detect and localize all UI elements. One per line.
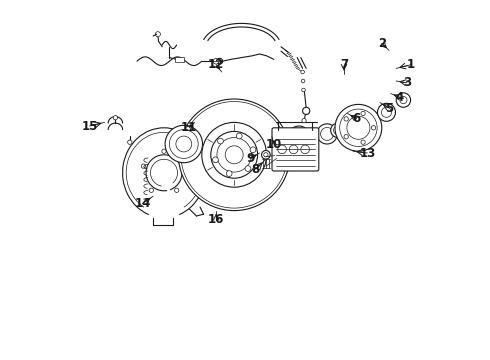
Text: 9: 9 [246,152,254,165]
Circle shape [361,111,365,116]
Circle shape [317,124,337,144]
Circle shape [331,123,345,138]
Circle shape [170,130,198,158]
Text: 2: 2 [378,37,386,50]
Text: 15: 15 [81,120,98,132]
Circle shape [250,147,256,153]
Circle shape [178,99,290,211]
Circle shape [155,32,160,37]
Text: 5: 5 [385,102,393,114]
Text: 3: 3 [403,76,411,89]
Circle shape [211,131,258,178]
Text: 8: 8 [252,163,260,176]
Circle shape [202,122,267,187]
Circle shape [371,126,376,130]
FancyBboxPatch shape [272,128,319,171]
Circle shape [217,58,222,64]
Circle shape [288,126,310,148]
Text: 12: 12 [208,58,224,71]
Circle shape [213,58,219,64]
Circle shape [361,140,365,144]
Circle shape [182,164,187,168]
Circle shape [245,166,251,171]
Circle shape [127,140,132,144]
Circle shape [301,70,304,74]
Circle shape [303,107,310,114]
Circle shape [301,79,305,83]
Circle shape [340,109,377,147]
Circle shape [302,88,305,92]
Circle shape [162,149,166,153]
Circle shape [396,93,411,107]
Circle shape [344,135,348,139]
Circle shape [294,151,312,169]
Text: 14: 14 [134,197,150,210]
Text: 10: 10 [266,138,282,150]
Text: 4: 4 [396,91,404,104]
Text: 6: 6 [352,112,361,125]
Bar [175,57,184,62]
Circle shape [218,138,223,144]
Circle shape [377,103,395,121]
Text: 16: 16 [208,213,224,226]
Circle shape [344,117,348,121]
Circle shape [236,133,242,139]
Circle shape [174,188,179,193]
Circle shape [165,125,202,163]
Circle shape [213,157,219,163]
Text: 11: 11 [181,121,197,134]
Text: 7: 7 [340,58,348,71]
Text: 1: 1 [407,58,415,71]
Circle shape [262,150,270,159]
Circle shape [302,118,306,123]
Circle shape [149,188,153,193]
Text: 13: 13 [359,147,375,159]
Circle shape [226,171,232,176]
Circle shape [141,164,146,168]
Circle shape [113,116,118,120]
Circle shape [335,104,382,151]
